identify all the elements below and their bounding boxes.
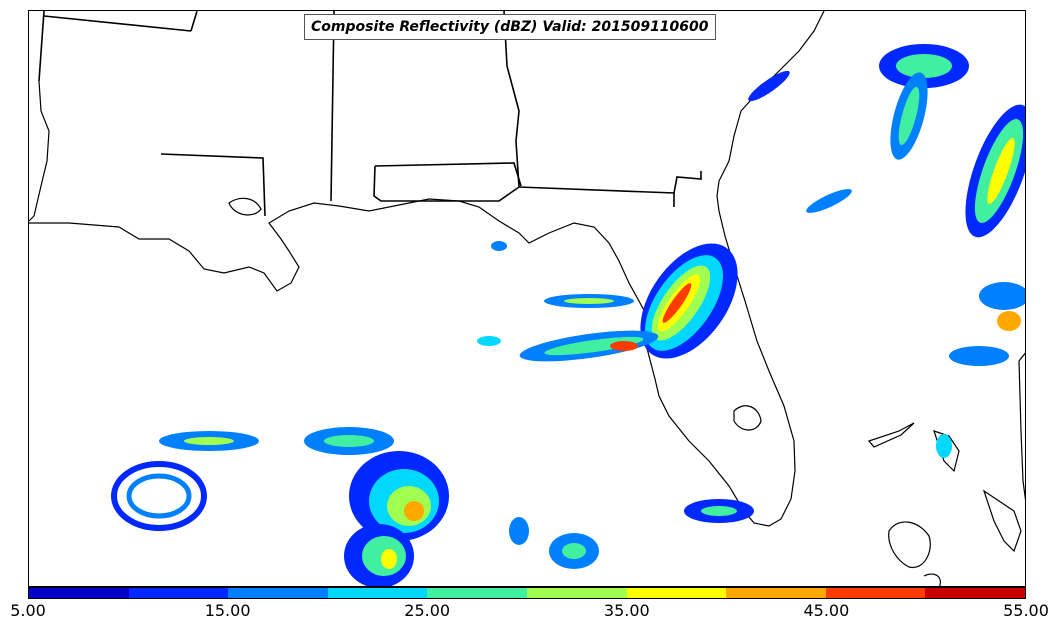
- colorbar-tick-label: 15.00: [204, 601, 251, 620]
- colorbar-tick-label: 25.00: [404, 601, 451, 620]
- map-title: Composite Reflectivity (dBZ) Valid: 2015…: [304, 14, 716, 40]
- colorbar-segment-8: [825, 588, 926, 598]
- state-boundaries: [38, 11, 702, 217]
- colorbar-tick-label: 45.00: [803, 601, 850, 620]
- colorbar-segment-1: [128, 588, 229, 598]
- colorbar-segment-5: [526, 588, 627, 598]
- colorbar-segment-4: [427, 588, 527, 598]
- radar-map: [28, 10, 1026, 587]
- coastlines: [29, 11, 1025, 586]
- colorbar-segment-2: [228, 588, 328, 598]
- colorbar-tick-label: 5.00: [10, 601, 46, 620]
- colorbar-segment-0: [29, 588, 129, 598]
- map-canvas: [29, 11, 1025, 586]
- colorbar: [28, 587, 1026, 599]
- reflectivity-echoes: [111, 44, 1025, 586]
- colorbar-tick-label: 55.00: [1003, 601, 1049, 620]
- colorbar-segment-6: [626, 588, 727, 598]
- colorbar-segment-7: [726, 588, 826, 598]
- colorbar-tick-label: 35.00: [603, 601, 650, 620]
- colorbar-segment-9: [925, 588, 1025, 598]
- colorbar-segment-3: [327, 588, 428, 598]
